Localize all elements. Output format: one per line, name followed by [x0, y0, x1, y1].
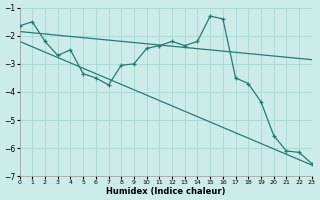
X-axis label: Humidex (Indice chaleur): Humidex (Indice chaleur) — [106, 187, 226, 196]
